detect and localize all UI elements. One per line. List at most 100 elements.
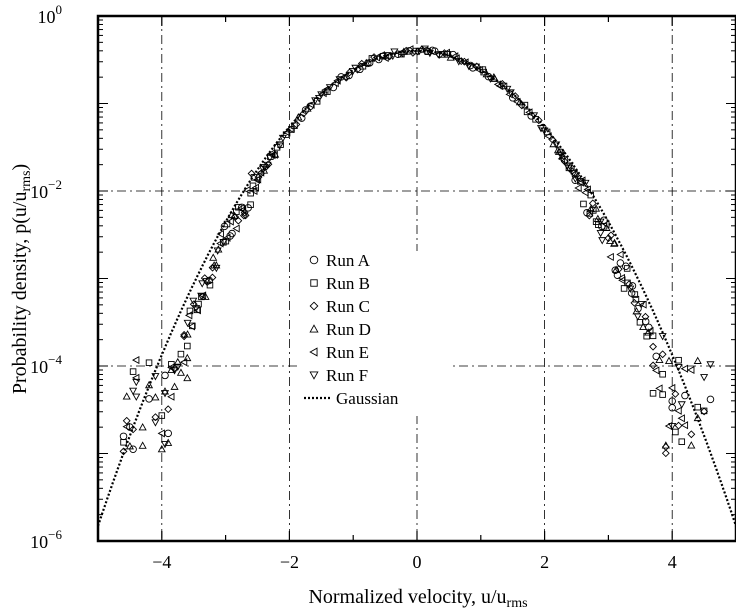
data-point-diamond [687,430,696,439]
data-point-triangle-up [160,387,170,395]
data-point-triangle-up [214,245,223,253]
data-point-triangle-left [664,421,673,431]
data-point-square [282,131,290,138]
data-point-circle [129,445,137,453]
data-point-triangle-up [549,139,558,148]
data-point-diamond [208,273,217,282]
x-tick-label: −2 [280,552,299,572]
data-point-diamond [342,73,351,82]
data-point-triangle-up [212,261,221,269]
data-point-diamond [357,59,366,68]
data-point-triangle-left [185,311,193,320]
data-point-triangle-down [132,393,141,401]
legend-label: Run A [326,251,371,270]
data-point-triangle-down [677,401,686,409]
data-point-square [195,300,202,308]
data-point-triangle-down [197,292,206,301]
data-point-triangle-left [677,414,685,423]
data-point-triangle-down [581,179,590,188]
data-point-diamond [164,405,173,414]
data-point-triangle-up [173,357,182,366]
legend-label: Gaussian [336,389,399,408]
data-point-circle [668,403,676,412]
data-point-triangle-up [122,392,131,400]
data-point-triangle-up [183,373,192,382]
data-point-triangle-down [170,367,179,375]
data-point-triangle-up [138,423,147,431]
data-point-triangle-up [446,53,455,61]
data-point-triangle-down [129,387,138,396]
y-tick-label: 10−6 [30,527,62,552]
data-point-square [590,207,597,214]
data-point-triangle-left [680,421,689,430]
data-point-triangle-up [164,438,173,446]
y-axis-label-main: Probability density, p(u/u [9,192,31,395]
data-point-triangle-left [270,150,278,159]
data-point-triangle-up [655,355,664,363]
data-point-diamond [649,361,657,370]
y-tick-label-exponent: −2 [48,177,62,192]
data-point-triangle-left [193,306,201,315]
data-point-square [649,390,657,397]
legend-label: Run D [326,320,371,339]
data-point-circle [301,106,310,114]
x-tick-label: 0 [413,552,422,572]
data-point-diamond [208,263,217,272]
y-tick-label-exponent: 0 [56,2,63,17]
data-point-square [145,359,153,366]
x-tick-label: −4 [152,552,171,572]
data-point-circle [226,232,234,240]
data-point-diamond [122,416,131,425]
y-tick-label-base: 10 [38,7,56,27]
data-point-square [521,101,529,109]
data-point-square [206,281,214,289]
data-point-diamond [625,280,633,289]
legend-label: Run C [326,297,370,316]
data-point-diamond [511,92,520,101]
data-point-triangle-left [674,406,682,415]
data-point-triangle-down [706,361,715,369]
data-point-triangle-down [198,280,207,288]
data-point-circle [571,176,579,184]
data-point-triangle-down [700,374,709,382]
data-point-triangle-down [674,363,683,372]
y-tick-label: 10−4 [30,352,62,377]
data-point-circle [634,304,642,313]
data-point-triangle-down [503,85,512,94]
legend-label: Run B [326,274,370,293]
data-point-circle [161,371,169,380]
data-point-diamond [254,173,263,182]
y-tick-label: 100 [38,2,63,27]
data-point-triangle-left [574,183,582,193]
y-tick-label-base: 10 [30,357,48,377]
data-point-diamond [292,120,301,129]
data-point-diamond [299,109,308,118]
data-point-triangle-left [544,132,552,141]
data-point-circle [164,429,172,438]
data-point-circle [484,72,493,81]
data-point-triangle-up [183,330,192,338]
data-point-diamond [262,162,271,171]
data-point-diamond [170,364,179,373]
data-point-diamond [641,312,650,321]
data-point-triangle-left [442,48,450,57]
data-point-square [631,291,639,298]
data-point-triangle-down [189,297,198,306]
data-point-triangle-up [591,204,601,212]
data-point-triangle-down [173,363,182,372]
data-point-triangle-down [668,422,677,431]
x-axis-label: Normalized velocity, u/urms [308,586,527,611]
data-point-square [587,191,595,199]
data-point-triangle-down [160,441,170,449]
data-point-diamond [129,425,138,434]
data-point-triangle-up [610,238,619,247]
data-point-diamond [234,216,243,225]
data-point-diamond [700,407,709,416]
y-tick-label-base: 10 [30,532,48,552]
data-point-diamond [607,231,615,240]
data-point-square [235,203,242,211]
data-point-circle [616,259,625,267]
data-point-triangle-up [605,236,615,244]
